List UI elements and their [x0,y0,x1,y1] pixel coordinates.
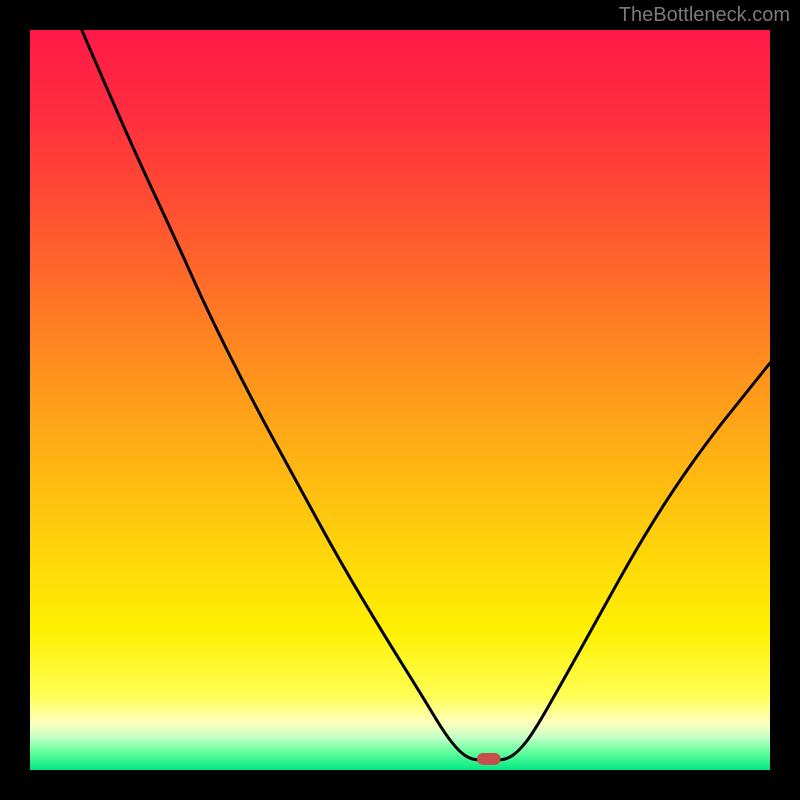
bottleneck-chart-canvas [30,30,770,770]
chart-container [30,30,770,770]
watermark-text: TheBottleneck.com [619,4,790,27]
